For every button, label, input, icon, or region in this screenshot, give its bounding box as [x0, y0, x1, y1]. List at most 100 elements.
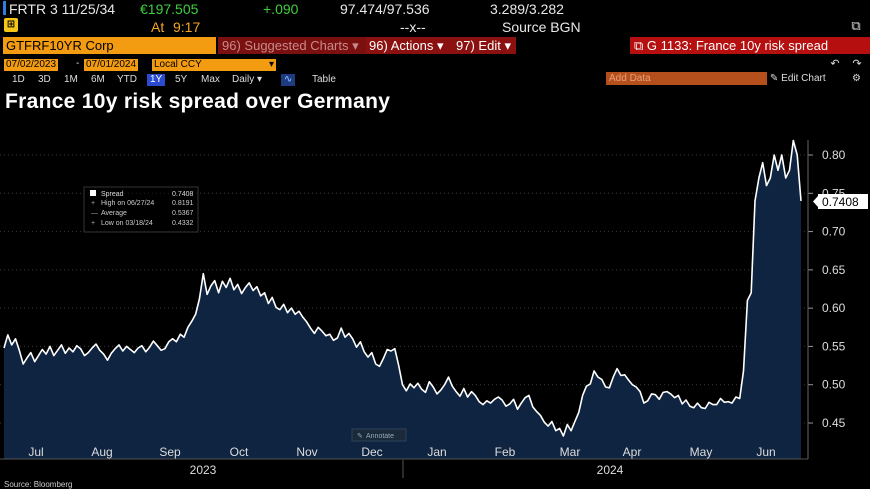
x-year-label: 2023: [190, 463, 217, 477]
suggested-charts-menu[interactable]: 96) Suggested Charts ▾: [218, 37, 366, 54]
legend-high-label: High on 06/27/24: [101, 200, 154, 207]
x-axis-ticks: Jul Aug Sep Oct Nov Dec Jan Feb Mar Apr May Jun 2023…: [28, 445, 775, 477]
period-max[interactable]: Max: [201, 74, 220, 85]
last-value-marker: 0.7408: [813, 194, 868, 209]
legend-average-label: Average: [101, 210, 127, 217]
edit-chart-button[interactable]: ✎ Edit Chart: [770, 73, 826, 85]
edit-chart-label: Edit Chart: [781, 73, 826, 84]
gear-icon[interactable]: ⚙: [852, 73, 861, 84]
x-tick-label: Mar: [560, 445, 581, 459]
x-tick-label: Sep: [159, 445, 181, 459]
y-tick-label: 0.65: [822, 263, 846, 277]
undo-icon[interactable]: ↶: [830, 58, 840, 70]
legend-spread-label: Spread: [101, 191, 124, 198]
legend-low-value: 0.4332: [172, 220, 194, 227]
x-tick-label: Feb: [495, 445, 516, 459]
svg-text:+: +: [91, 220, 95, 227]
price: €197.505: [140, 1, 199, 17]
period-ytd[interactable]: YTD: [117, 74, 137, 85]
frequency-select[interactable]: Daily ▾: [232, 74, 262, 86]
chevron-down-icon: ▾: [268, 59, 274, 70]
security-name: FRTR 3 11/25/34: [9, 1, 116, 17]
chart-title-bar: ⧉ G 1133: France 10y risk spread: [630, 37, 870, 54]
line-chart-icon[interactable]: ∿: [281, 74, 296, 86]
x-tick-label: May: [690, 445, 713, 459]
chevron-down-icon: ▾: [257, 74, 263, 85]
chevron-down-icon: ▾: [436, 38, 444, 53]
chevron-down-icon: ▾: [504, 38, 511, 53]
chart-icon[interactable]: ⊞: [4, 18, 18, 32]
spread-line: [3, 139, 802, 437]
footer-source: Source: Bloomberg: [4, 480, 73, 489]
period-6m[interactable]: 6M: [91, 74, 105, 85]
edit-label: Edit: [478, 38, 501, 53]
command-bar: GTFRF10YR Corp 96) Suggested Charts ▾ 96…: [0, 37, 870, 54]
y-tick-label: 0.60: [822, 301, 846, 315]
period-1m[interactable]: 1M: [64, 74, 78, 85]
frequency-label: Daily: [232, 74, 255, 85]
add-data-input[interactable]: Add Data: [606, 72, 767, 85]
legend-average-value: 0.5367: [172, 210, 194, 217]
currency-label: Local CCY: [154, 59, 202, 70]
edit-menu[interactable]: 97) Edit ▾: [453, 37, 516, 54]
svg-text:+: +: [91, 200, 95, 207]
start-date-field[interactable]: 07/02/2023: [4, 59, 59, 71]
x-tick-label: Jan: [427, 445, 446, 459]
suggested-label: Suggested Charts: [244, 38, 349, 53]
copy-icon[interactable]: ⧉: [851, 18, 861, 33]
ticker-field[interactable]: GTFRF10YR Corp: [3, 37, 216, 54]
suggested-number: 96: [222, 38, 237, 53]
edit-number: 97: [456, 38, 471, 53]
x-year-label: 2024: [597, 463, 624, 477]
controls-bar: 07/02/2023 - 07/01/2024 Local CCY ▾ 1D 3…: [0, 57, 870, 87]
actions-label: Actions: [390, 38, 434, 53]
at-label: At: [151, 19, 165, 35]
y-tick-label: 0.50: [822, 378, 846, 392]
period-5y[interactable]: 5Y: [175, 74, 188, 85]
price-change: +.090: [263, 1, 299, 17]
pencil-icon: ✎: [770, 73, 779, 84]
period-1y[interactable]: 1Y: [147, 74, 166, 86]
redo-icon[interactable]: ↷: [852, 58, 862, 70]
annotate-label: Annotate: [366, 433, 394, 440]
source-label: Source BGN: [502, 19, 581, 35]
currency-select[interactable]: Local CCY ▾: [152, 59, 276, 71]
y-axis-ticks: 0.450.500.550.600.650.700.750.80: [807, 140, 846, 459]
actions-number: 96: [369, 38, 384, 53]
annotate-button[interactable]: ✎ Annotate: [351, 428, 407, 442]
svg-text:✎: ✎: [357, 433, 363, 440]
svg-text:—: —: [91, 210, 98, 217]
actions-menu[interactable]: 96) Actions ▾: [366, 37, 463, 54]
x-tick-label: Jun: [756, 445, 775, 459]
period-1d[interactable]: 1D: [12, 74, 25, 85]
condition-code: --x--: [400, 19, 426, 35]
y-tick-label: 0.70: [822, 225, 846, 239]
legend-low-label: Low on 03/18/24: [101, 220, 153, 227]
period-3d[interactable]: 3D: [38, 74, 51, 85]
popout-icon[interactable]: ⧉: [634, 38, 644, 53]
quote-header: FRTR 3 11/25/34 €197.505 +.090 97.474/97…: [0, 0, 870, 36]
x-tick-label: Aug: [91, 445, 112, 459]
legend-high-value: 0.8191: [172, 200, 194, 207]
chart-title-bar-label: G 1133: France 10y risk spread: [646, 38, 829, 53]
last-value-label: 0.7408: [822, 195, 859, 209]
x-tick-label: Oct: [230, 445, 249, 459]
y-tick-label: 0.45: [822, 416, 846, 430]
y-tick-label: 0.80: [822, 148, 846, 162]
x-tick-label: Jul: [28, 445, 43, 459]
bid-ask: 97.474/97.536: [340, 1, 430, 17]
x-tick-label: Apr: [623, 445, 642, 459]
quote-time: 9:17: [173, 19, 201, 35]
table-button[interactable]: Table: [312, 74, 336, 85]
quote-marker: [3, 1, 6, 15]
y-tick-label: 0.55: [822, 339, 846, 353]
yields: 3.289/3.282: [490, 1, 564, 17]
chart-legend: Spread 0.7408 + High on 06/27/24 0.8191 …: [83, 186, 199, 233]
x-tick-label: Nov: [296, 445, 317, 459]
chart-title: France 10y risk spread over Germany: [5, 90, 391, 113]
legend-spread-value: 0.7408: [172, 191, 194, 198]
chevron-down-icon: ▾: [352, 38, 359, 53]
end-date-field[interactable]: 07/01/2024: [84, 59, 139, 71]
x-tick-label: Dec: [361, 445, 382, 459]
